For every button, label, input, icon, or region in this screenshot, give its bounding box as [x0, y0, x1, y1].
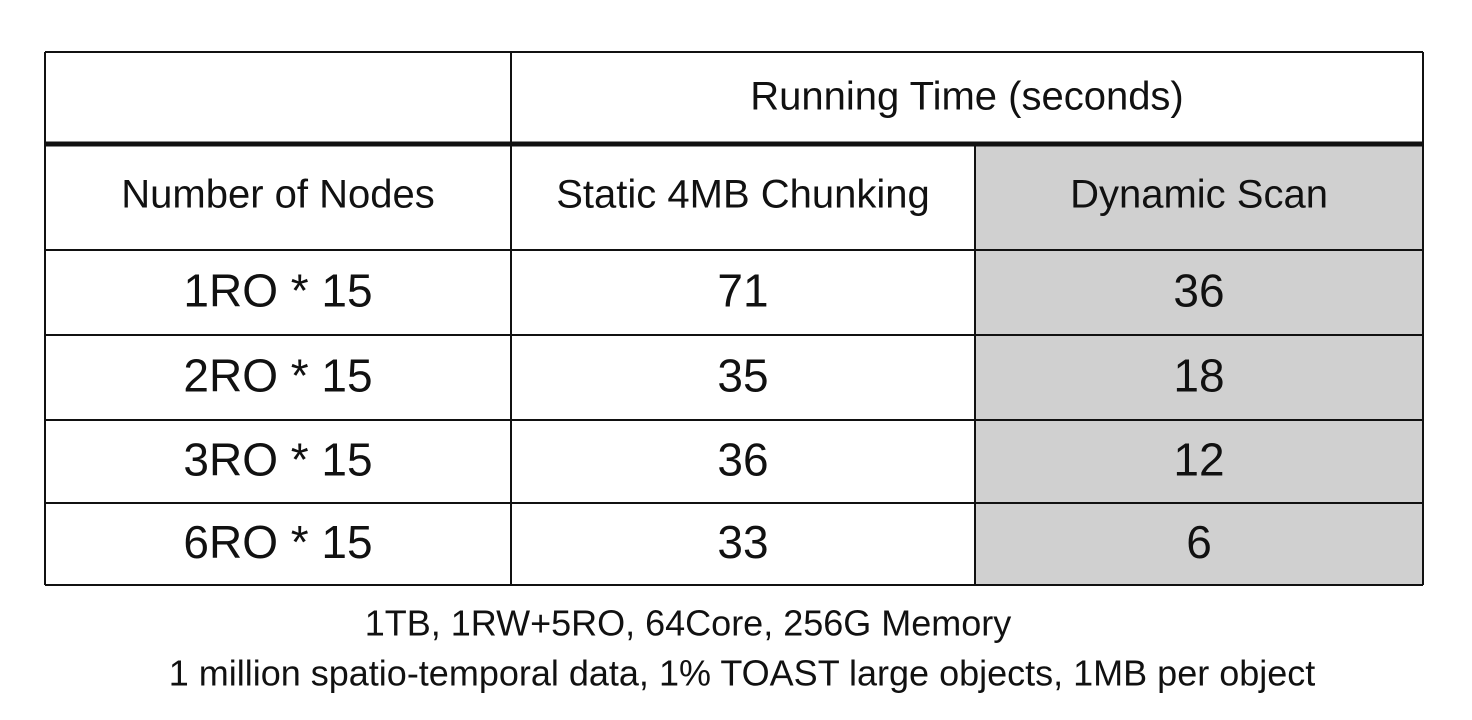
cell: 71 [717, 265, 768, 317]
cell: 2RO * 15 [183, 350, 372, 402]
cell: 35 [717, 350, 768, 402]
highlight-column [975, 144, 1423, 585]
cell: 18 [1173, 350, 1224, 402]
cell: 33 [717, 516, 768, 568]
cell: 1RO * 15 [183, 265, 372, 317]
cell: 36 [1173, 265, 1224, 317]
group-header: Running Time (seconds) [750, 75, 1184, 119]
column-header: Static 4MB Chunking [556, 173, 930, 217]
cell: 36 [717, 434, 768, 486]
column-header: Number of Nodes [121, 173, 434, 217]
cell: 3RO * 15 [183, 434, 372, 486]
cell: 6RO * 15 [183, 516, 372, 568]
column-header: Dynamic Scan [1070, 173, 1328, 217]
note: 1TB, 1RW+5RO, 64Core, 256G Memory [365, 603, 1012, 644]
note: 1 million spatio-temporal data, 1% TOAST… [169, 653, 1316, 694]
cell: 6 [1186, 516, 1212, 568]
cell: 12 [1173, 434, 1224, 486]
